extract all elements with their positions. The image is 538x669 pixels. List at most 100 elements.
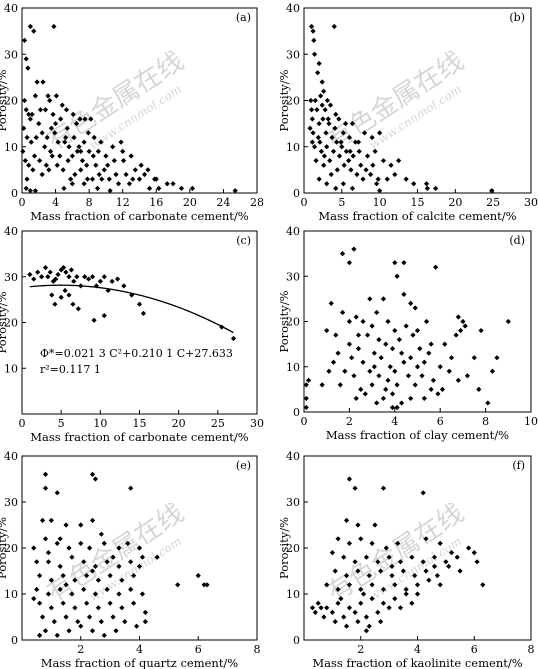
data-point bbox=[389, 346, 396, 352]
data-point bbox=[142, 609, 148, 615]
data-point bbox=[355, 568, 361, 574]
data-point bbox=[397, 605, 404, 611]
data-point bbox=[311, 51, 318, 57]
data-point bbox=[128, 153, 134, 159]
data-point bbox=[346, 540, 352, 546]
data-point bbox=[343, 573, 350, 579]
data-point bbox=[89, 274, 96, 280]
data-point bbox=[317, 139, 323, 145]
data-point bbox=[30, 167, 36, 173]
data-point bbox=[66, 545, 72, 551]
data-point bbox=[60, 573, 66, 579]
data-point bbox=[89, 471, 96, 477]
data-point bbox=[69, 153, 75, 159]
data-point bbox=[419, 373, 425, 379]
data-point bbox=[316, 176, 322, 182]
data-point bbox=[428, 386, 434, 392]
data-point bbox=[471, 355, 477, 361]
data-point bbox=[26, 162, 32, 168]
data-point bbox=[128, 586, 134, 592]
data-point bbox=[330, 359, 337, 365]
data-point bbox=[312, 609, 318, 615]
data-point bbox=[316, 121, 322, 127]
data-point bbox=[89, 628, 96, 634]
data-point bbox=[430, 377, 436, 383]
data-point bbox=[392, 582, 398, 588]
data-point bbox=[343, 148, 349, 154]
data-point bbox=[448, 550, 455, 556]
data-point bbox=[42, 536, 49, 542]
data-point bbox=[45, 93, 51, 99]
data-point bbox=[23, 185, 29, 191]
x-tick-label: 4 bbox=[52, 196, 59, 209]
data-point bbox=[95, 605, 101, 611]
data-point bbox=[329, 550, 335, 556]
data-point bbox=[355, 522, 361, 528]
data-point bbox=[333, 332, 339, 338]
data-point bbox=[140, 310, 147, 316]
data-point bbox=[334, 167, 340, 173]
data-point bbox=[22, 158, 28, 164]
x-tick-label: 0 bbox=[19, 417, 26, 430]
data-point bbox=[96, 171, 102, 178]
data-point bbox=[82, 274, 88, 280]
data-point bbox=[378, 568, 384, 574]
data-point bbox=[138, 162, 144, 168]
data-point bbox=[156, 185, 162, 191]
data-point bbox=[53, 93, 60, 99]
data-point bbox=[103, 153, 109, 159]
data-point bbox=[58, 267, 64, 273]
data-point bbox=[324, 582, 330, 588]
data-point bbox=[86, 545, 93, 551]
y-axis-title: Porosity/% bbox=[277, 290, 291, 352]
data-point bbox=[164, 181, 170, 187]
data-point bbox=[58, 294, 64, 300]
data-point bbox=[355, 332, 362, 338]
data-point bbox=[21, 125, 27, 131]
data-point bbox=[230, 335, 237, 342]
data-point bbox=[146, 185, 153, 191]
data-point bbox=[399, 350, 405, 356]
data-point bbox=[408, 300, 414, 306]
data-point bbox=[130, 176, 136, 182]
data-point bbox=[27, 116, 33, 122]
data-point bbox=[431, 554, 438, 560]
data-point bbox=[346, 318, 352, 325]
data-point bbox=[310, 130, 316, 136]
data-point bbox=[374, 181, 380, 187]
x-tick-label: 10 bbox=[93, 417, 107, 430]
data-point bbox=[385, 377, 391, 383]
data-point bbox=[81, 139, 87, 145]
x-axis-title: Mass fraction of kaolinite cement/% bbox=[312, 656, 522, 669]
data-point bbox=[106, 176, 112, 182]
data-point bbox=[69, 591, 75, 597]
data-point bbox=[57, 586, 63, 592]
data-point bbox=[308, 23, 315, 30]
x-tick-label: 10 bbox=[373, 196, 387, 209]
data-point bbox=[92, 591, 99, 597]
data-point bbox=[27, 188, 33, 194]
data-point bbox=[45, 559, 52, 565]
data-point bbox=[363, 554, 370, 560]
data-point bbox=[423, 536, 429, 542]
data-point bbox=[371, 364, 377, 370]
data-point bbox=[323, 130, 329, 136]
data-point bbox=[403, 586, 409, 592]
data-point bbox=[377, 130, 383, 136]
data-point bbox=[47, 148, 54, 154]
data-point bbox=[386, 605, 392, 611]
x-tick-label: 25 bbox=[211, 417, 225, 430]
data-point bbox=[319, 382, 325, 388]
data-point bbox=[76, 144, 82, 150]
y-tick-label: 30 bbox=[286, 48, 300, 61]
data-point bbox=[439, 386, 446, 392]
y-axis-title: Porosity/% bbox=[0, 517, 9, 579]
data-point bbox=[352, 609, 358, 615]
data-point bbox=[395, 540, 401, 546]
data-point bbox=[478, 327, 484, 334]
data-point bbox=[72, 577, 78, 583]
data-point bbox=[364, 332, 371, 338]
data-point bbox=[397, 559, 404, 565]
data-point bbox=[120, 148, 126, 154]
